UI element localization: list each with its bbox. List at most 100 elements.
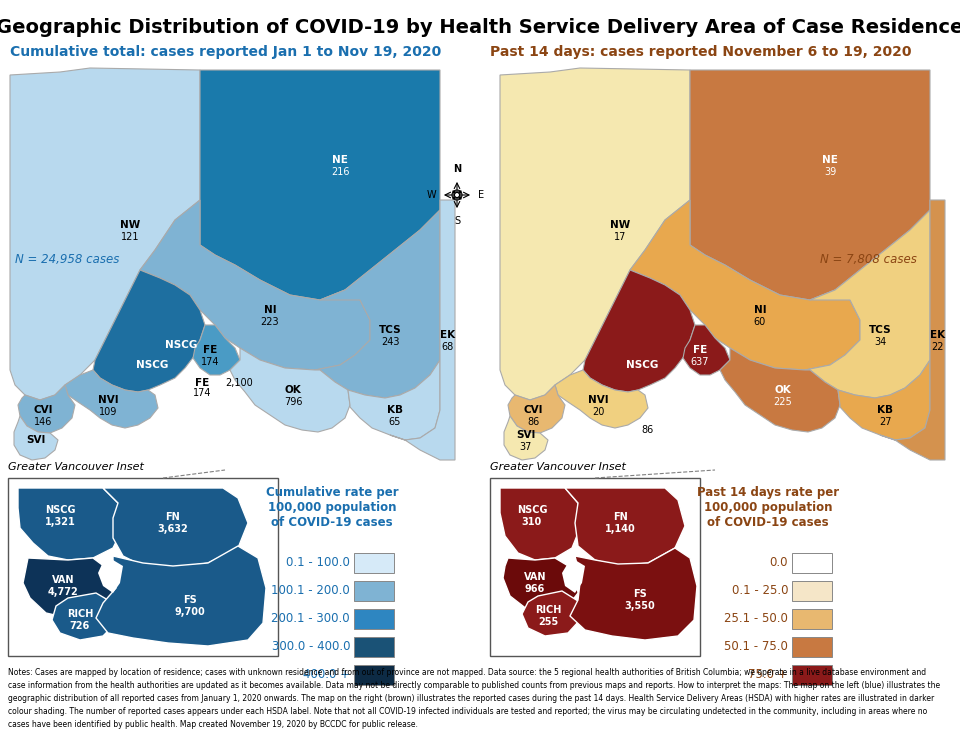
Text: Greater Vancouver Inset: Greater Vancouver Inset [8, 462, 144, 472]
Bar [792, 665, 832, 685]
Text: 25.1 - 50.0: 25.1 - 50.0 [724, 612, 788, 626]
Text: N = 7,808 cases: N = 7,808 cases [820, 254, 917, 266]
Text: 34: 34 [874, 337, 886, 347]
Text: FE: FE [195, 378, 209, 388]
Polygon shape [10, 68, 200, 400]
Text: NSCG: NSCG [165, 340, 198, 350]
Text: Cumulative total: cases reported Jan 1 to Nov 19, 2020: Cumulative total: cases reported Jan 1 t… [10, 45, 442, 59]
Text: NVI: NVI [588, 395, 609, 405]
Text: 50.1 - 75.0: 50.1 - 75.0 [724, 640, 788, 654]
Text: FS
3,550: FS 3,550 [625, 589, 656, 611]
Text: FE: FE [693, 345, 708, 355]
Text: N = 24,958 cases: N = 24,958 cases [15, 254, 119, 266]
Text: 300.0 - 400.0: 300.0 - 400.0 [272, 640, 350, 654]
Text: 0.1 - 25.0: 0.1 - 25.0 [732, 585, 788, 597]
Bar [8, 478, 278, 656]
Polygon shape [18, 385, 75, 433]
Polygon shape [96, 546, 266, 646]
Bar [490, 478, 700, 656]
Text: TCS: TCS [869, 325, 891, 335]
Text: 243: 243 [381, 337, 399, 347]
Polygon shape [522, 591, 580, 636]
Text: 109: 109 [99, 407, 117, 417]
Polygon shape [565, 488, 685, 566]
Text: NSCG
1,321: NSCG 1,321 [44, 505, 76, 527]
Text: 223: 223 [261, 317, 279, 327]
Text: NSCG: NSCG [626, 360, 659, 370]
Text: 100.1 - 200.0: 100.1 - 200.0 [272, 585, 350, 597]
Text: FE: FE [203, 345, 217, 355]
Text: 86: 86 [527, 417, 540, 427]
Polygon shape [348, 360, 440, 440]
Polygon shape [23, 558, 118, 618]
Bar [354, 609, 394, 629]
Polygon shape [805, 210, 930, 398]
Text: 86: 86 [642, 425, 654, 435]
Text: FS
9,700: FS 9,700 [175, 595, 205, 617]
Text: 68: 68 [442, 342, 454, 352]
Text: NW: NW [610, 220, 630, 230]
Polygon shape [683, 325, 730, 375]
Text: geographic distribution of all reported cases from January 1, 2020 onwards. The : geographic distribution of all reported … [8, 694, 934, 703]
Text: OK: OK [284, 385, 301, 395]
Text: colour shading. The number of reported cases appears under each HSDA label. Note: colour shading. The number of reported c… [8, 707, 927, 716]
Polygon shape [838, 360, 930, 440]
Text: VAN
4,772: VAN 4,772 [48, 575, 79, 597]
Text: 796: 796 [284, 397, 302, 407]
Text: FN
3,632: FN 3,632 [157, 512, 188, 533]
Text: 200.1 - 300.0: 200.1 - 300.0 [272, 612, 350, 626]
Polygon shape [880, 200, 945, 460]
Text: Notes: Cases are mapped by location of residence; cases with unknown residence a: Notes: Cases are mapped by location of r… [8, 668, 926, 677]
Polygon shape [315, 210, 440, 398]
Polygon shape [690, 70, 930, 300]
Polygon shape [504, 416, 548, 460]
Polygon shape [562, 560, 585, 593]
Text: 37: 37 [519, 442, 532, 452]
Bar [792, 553, 832, 573]
Polygon shape [570, 548, 697, 640]
Polygon shape [583, 270, 695, 392]
Polygon shape [103, 488, 248, 568]
Text: 225: 225 [774, 397, 792, 407]
Polygon shape [500, 68, 690, 400]
Bar [792, 637, 832, 657]
Polygon shape [503, 558, 578, 613]
Bar [792, 609, 832, 629]
Text: 39: 39 [824, 167, 836, 177]
Text: 17: 17 [613, 232, 626, 242]
Text: NVI: NVI [98, 395, 118, 405]
Bar [354, 637, 394, 657]
Text: 65: 65 [389, 417, 401, 427]
Text: 174: 174 [193, 388, 211, 398]
Text: Cumulative rate per
100,000 population
of COVID-19 cases: Cumulative rate per 100,000 population o… [266, 486, 398, 529]
Circle shape [452, 190, 462, 200]
Polygon shape [200, 70, 440, 300]
Text: 121: 121 [121, 232, 139, 242]
Text: CVI: CVI [34, 405, 53, 415]
Text: E: E [478, 190, 484, 200]
Text: 20: 20 [591, 407, 604, 417]
Text: RICH
726: RICH 726 [67, 609, 93, 631]
Text: KB: KB [877, 405, 893, 415]
Polygon shape [65, 370, 158, 428]
Polygon shape [230, 348, 350, 432]
Text: 75.0 +: 75.0 + [749, 669, 788, 681]
Text: SVI: SVI [26, 435, 46, 445]
Text: N: N [453, 164, 461, 174]
Polygon shape [18, 488, 123, 560]
Text: CVI: CVI [523, 405, 542, 415]
Bar [354, 553, 394, 573]
Text: 174: 174 [201, 357, 219, 367]
Text: NSCG: NSCG [135, 360, 168, 370]
Text: OK: OK [775, 385, 791, 395]
Text: case information from the health authorities are updated as it becomes available: case information from the health authori… [8, 681, 940, 690]
Text: W: W [426, 190, 436, 200]
Text: 216: 216 [331, 167, 349, 177]
Text: 400.0 +: 400.0 + [303, 669, 350, 681]
Polygon shape [390, 200, 455, 460]
Polygon shape [500, 488, 580, 560]
Polygon shape [720, 348, 840, 432]
Text: Past 14 days: cases reported November 6 to 19, 2020: Past 14 days: cases reported November 6 … [490, 45, 911, 59]
Text: NE: NE [822, 155, 838, 165]
Text: EK: EK [441, 330, 456, 340]
